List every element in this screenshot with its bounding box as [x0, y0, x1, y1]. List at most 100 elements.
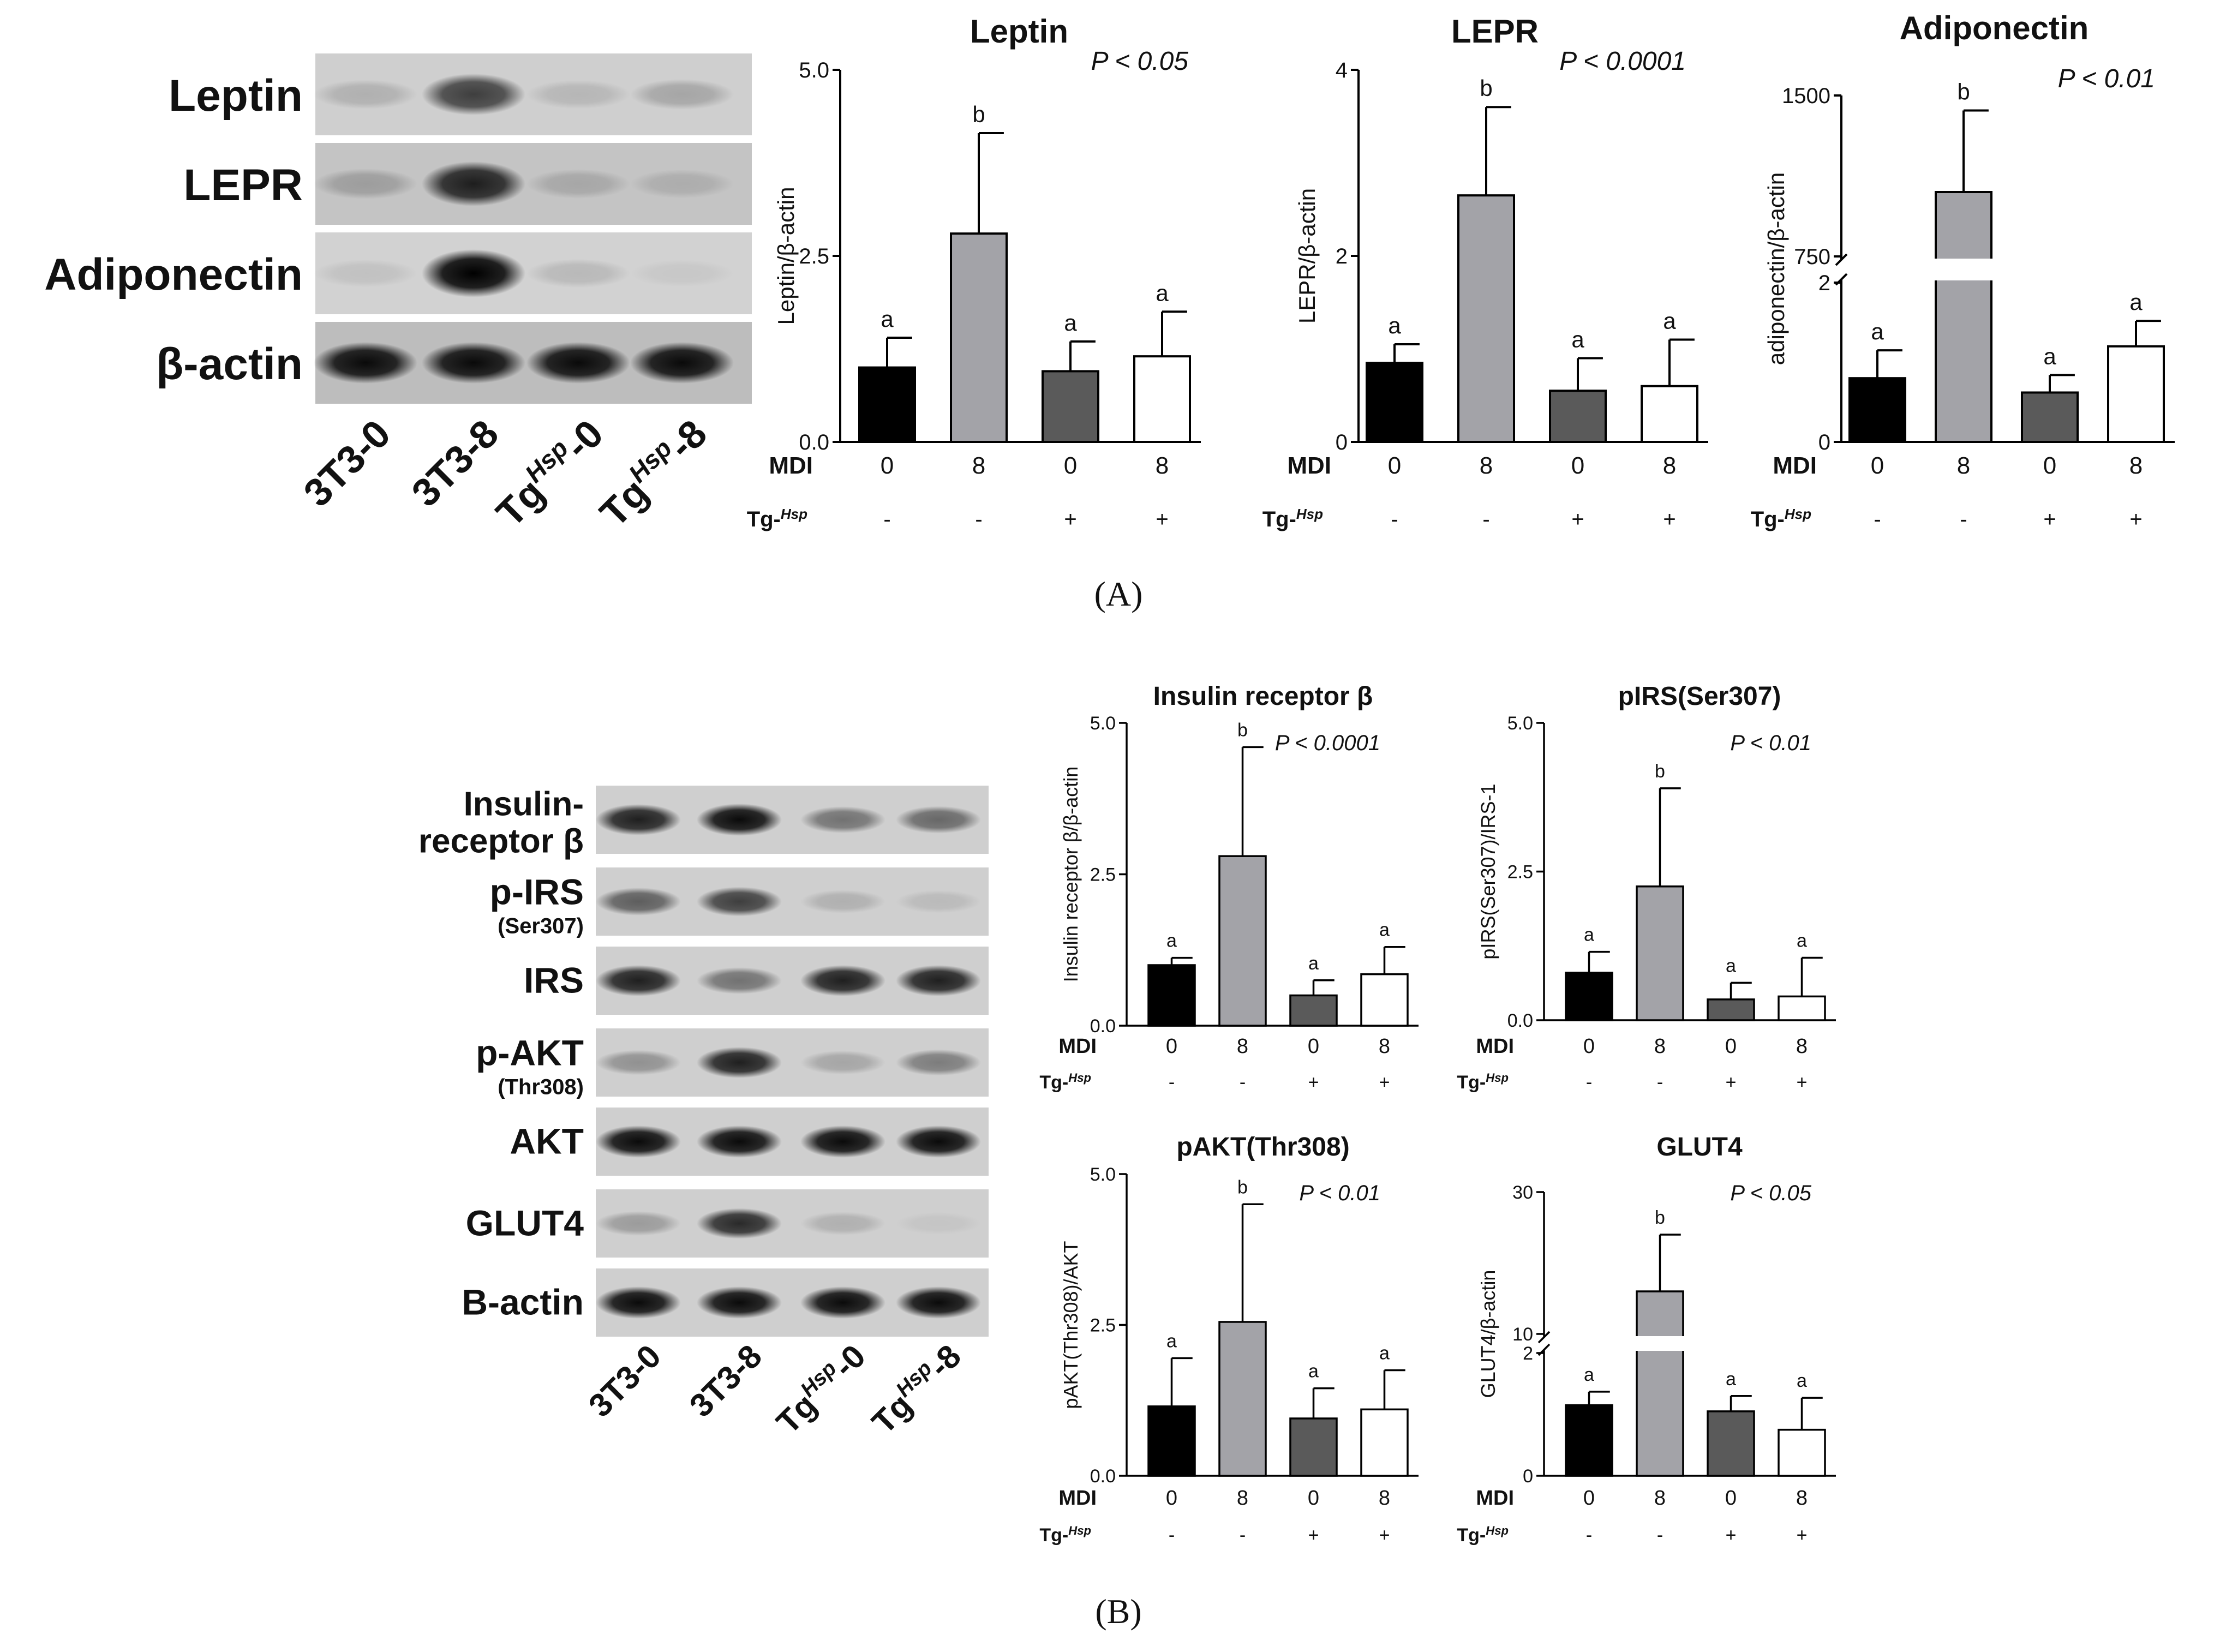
blot-band	[526, 169, 630, 199]
lane-label: TgHsp-8	[863, 1336, 968, 1441]
chart-title: pAKT(Thr308)	[1176, 1133, 1349, 1162]
bar	[1133, 355, 1191, 444]
bar	[858, 366, 916, 443]
blot-band	[596, 1126, 681, 1158]
panel-label-b: (B)	[1095, 1592, 1141, 1631]
mdi-value: 8	[1379, 1487, 1390, 1510]
chart-title: Insulin receptor β	[1153, 682, 1373, 711]
tg-value: -	[883, 507, 890, 531]
blot-band	[422, 74, 525, 115]
chart-3: 0.0 2.5 5.0 Insulin receptor β/β-actin Insul…	[1039, 682, 1419, 1093]
significance-letter: b	[1655, 1207, 1665, 1228]
mdi-value: 0	[1308, 1035, 1319, 1058]
significance-letter: a	[1797, 931, 1807, 951]
blot-band	[596, 888, 681, 915]
mdi-value: 8	[1796, 1035, 1808, 1058]
bar-charts: 0.0 2.5 5.0 Leptin/β-actin Leptin P < 0.05 a 0 -…	[747, 10, 2175, 1546]
mdi-value: 8	[1654, 1035, 1666, 1058]
blot-band	[697, 1126, 782, 1158]
bar	[1778, 995, 1826, 1021]
blot-band	[630, 260, 734, 287]
blot-band	[697, 1208, 782, 1239]
tg-value: -	[1240, 1525, 1246, 1546]
p-value-annotation: P < 0.0001	[1559, 47, 1686, 76]
mdi-value: 8	[1237, 1035, 1248, 1058]
bar	[2021, 391, 2079, 443]
mdi-value: 8	[1957, 452, 1970, 479]
y-axis-label: adiponectin/β-actin	[1763, 172, 1789, 365]
blot-band	[630, 169, 734, 199]
tg-value: +	[1308, 1525, 1319, 1546]
significance-letter: b	[1480, 75, 1492, 101]
bar	[1707, 998, 1755, 1021]
mdi-value: 8	[1237, 1487, 1248, 1510]
significance-letter: a	[1308, 1361, 1319, 1382]
y-tick-label: 2	[1523, 1343, 1533, 1364]
blot-band	[596, 1211, 681, 1236]
significance-letter: a	[1663, 308, 1676, 333]
p-value-annotation: P < 0.0001	[1275, 731, 1380, 755]
blot-band	[896, 1126, 981, 1158]
bar	[1636, 1290, 1684, 1477]
bar	[1778, 1428, 1826, 1477]
bar	[1289, 994, 1338, 1027]
y-axis-label: pIRS(Ser307)/IRS-1	[1477, 783, 1499, 959]
y-tick-label: 5.0	[799, 58, 829, 82]
y-tick-label: 0	[1336, 430, 1348, 454]
mdi-value: 0	[1064, 452, 1077, 479]
mdi-label: MDI	[1773, 452, 1817, 479]
mdi-label: MDI	[1476, 1035, 1514, 1058]
tg-label: Tg-Hsp	[1457, 1071, 1509, 1093]
tg-value: -	[1391, 507, 1398, 531]
p-value-annotation: P < 0.05	[1730, 1181, 1811, 1205]
y-tick-label: 0.0	[1090, 1466, 1116, 1487]
y-tick-label: 4	[1336, 58, 1348, 82]
bar	[1457, 194, 1515, 443]
blot-row-sublabel: (Ser307)	[498, 914, 584, 938]
mdi-value: 0	[1583, 1035, 1595, 1058]
axis-break-mark	[1835, 253, 1848, 266]
tg-value: -	[1482, 507, 1489, 531]
blot-row-label: Leptin	[169, 71, 303, 121]
y-axis-label: Leptin/β-actin	[773, 187, 799, 325]
blot-band	[422, 161, 525, 206]
blot-band	[422, 342, 525, 384]
bar	[1565, 972, 1613, 1021]
tg-value: -	[1586, 1072, 1592, 1093]
blot-row-sublabel: (Thr308)	[498, 1075, 584, 1099]
blot-band	[800, 1212, 885, 1235]
bar	[1641, 385, 1698, 444]
tg-label: Tg-Hsp	[1751, 506, 1811, 531]
mdi-value: 0	[2043, 452, 2056, 479]
mdi-label: MDI	[1058, 1487, 1097, 1510]
tg-value: +	[1663, 507, 1675, 531]
blot-band	[596, 804, 681, 835]
blot-band	[697, 1286, 782, 1319]
y-tick-label: 750	[1794, 245, 1830, 269]
axis-break-mark	[1537, 1331, 1551, 1344]
blot-band	[800, 1286, 885, 1319]
blot-band	[697, 804, 782, 836]
mdi-value: 8	[1480, 452, 1493, 479]
bar	[1360, 973, 1409, 1027]
bar	[1147, 1405, 1196, 1477]
y-tick-label: 2.5	[1507, 861, 1533, 882]
bar	[2107, 345, 2165, 443]
significance-letter: a	[881, 306, 894, 332]
significance-letter: b	[972, 101, 985, 127]
bar-break-gap	[1633, 1336, 1686, 1351]
significance-letter: b	[1237, 1177, 1248, 1198]
blot-row-label: IRS	[524, 960, 584, 1001]
y-tick-label: 10	[1512, 1324, 1533, 1345]
chart-1: 0 2 4 LEPR/β-actin LEPR P < 0.0001 a 0 - b 8 - a 0 + a 8…	[1262, 13, 1708, 531]
mdi-value: 0	[1725, 1035, 1737, 1058]
y-axis-label: LEPR/β-actin	[1294, 188, 1320, 324]
mdi-value: 0	[1166, 1487, 1177, 1510]
y-tick-label: 2	[1336, 244, 1348, 268]
p-value-annotation: P < 0.05	[1091, 47, 1189, 76]
blot-row-label: B-actin	[462, 1282, 584, 1322]
tg-value: -	[1874, 507, 1881, 531]
mdi-value: 0	[1725, 1487, 1737, 1510]
